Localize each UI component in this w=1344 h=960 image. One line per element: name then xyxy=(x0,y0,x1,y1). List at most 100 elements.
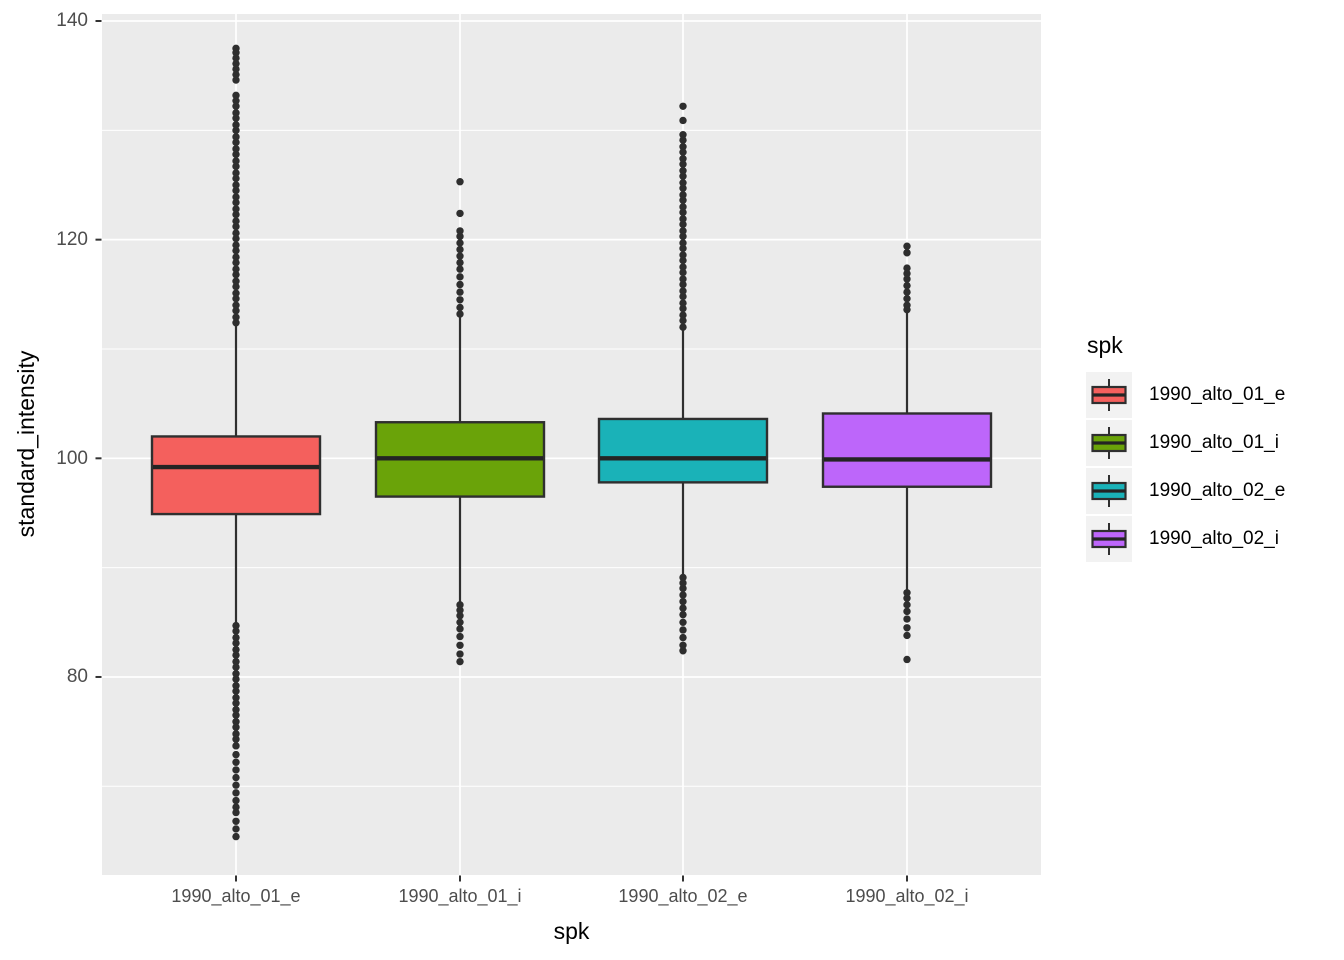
outlier-point xyxy=(679,116,687,125)
outlier-point xyxy=(232,669,240,678)
outlier-point xyxy=(232,150,240,159)
outlier-point xyxy=(232,193,240,201)
outlier-point xyxy=(232,162,240,171)
outlier-point xyxy=(232,633,240,642)
outlier-point xyxy=(232,234,240,243)
outlier-point xyxy=(232,621,240,630)
outlier-point xyxy=(679,143,687,151)
outlier-point xyxy=(679,280,687,289)
outlier-point xyxy=(903,589,911,597)
outlier-point xyxy=(679,304,687,313)
outlier-point xyxy=(232,217,240,225)
outlier-point xyxy=(232,59,240,68)
outlier-point xyxy=(456,232,464,241)
legend-title: spk xyxy=(1087,332,1123,358)
outlier-point xyxy=(232,246,240,255)
outlier-point xyxy=(232,109,240,117)
legend-item: 1990_alto_02_e xyxy=(1086,468,1336,514)
outlier-point xyxy=(456,265,464,273)
outlier-point xyxy=(679,172,687,180)
outlier-point xyxy=(679,633,687,642)
outlier-point xyxy=(456,252,464,260)
outlier-point xyxy=(679,227,687,235)
outlier-point xyxy=(456,245,464,254)
boxplot-group-1990_alto_01_i xyxy=(374,178,546,666)
legend-label: 1990_alto_02_e xyxy=(1149,480,1286,501)
outlier-point xyxy=(679,591,687,599)
outlier-point xyxy=(903,594,911,602)
outlier-point xyxy=(456,612,464,620)
outlier-point xyxy=(232,301,240,309)
y-tick-label-140: 140 xyxy=(56,10,88,31)
outlier-point xyxy=(679,647,687,655)
outlier-point xyxy=(679,191,687,199)
outlier-point xyxy=(903,294,911,303)
outlier-point xyxy=(232,265,240,273)
x-tick-label-2: 1990_alto_01_i xyxy=(398,886,522,906)
outlier-point xyxy=(903,631,911,640)
outlier-point xyxy=(456,178,464,186)
outlier-point xyxy=(679,148,687,156)
outlier-point xyxy=(232,222,240,231)
outlier-point xyxy=(456,280,464,289)
y-tick-label-80: 80 xyxy=(66,666,88,687)
outlier-point xyxy=(232,181,240,189)
x-tick-label-1: 1990_alto_01_e xyxy=(171,886,301,906)
outlier-point xyxy=(232,133,240,141)
outlier-point xyxy=(903,607,911,616)
outlier-point xyxy=(903,249,911,257)
y-tick-label-120: 120 xyxy=(56,229,88,250)
outlier-point xyxy=(232,699,240,707)
outlier-point xyxy=(232,294,240,303)
boxplot-group-1990_alto_02_i xyxy=(821,242,993,664)
outlier-point xyxy=(679,203,687,211)
box-rect xyxy=(821,412,993,488)
outlier-point xyxy=(903,264,911,272)
outlier-point xyxy=(232,803,240,811)
outlier-point xyxy=(232,289,240,297)
outlier-point xyxy=(232,97,240,105)
outlier-point xyxy=(232,138,240,147)
outlier-point xyxy=(232,307,240,315)
outlier-point xyxy=(232,627,240,635)
outlier-point xyxy=(679,160,687,168)
outlier-point xyxy=(232,169,240,177)
outlier-point xyxy=(232,258,240,267)
box-rect xyxy=(150,435,322,516)
outlier-point xyxy=(679,610,687,619)
outlier-point xyxy=(903,288,911,296)
legend-item: 1990_alto_02_i xyxy=(1086,516,1336,562)
outlier-point xyxy=(232,102,240,110)
legend-glyph-svg xyxy=(1091,475,1127,507)
outlier-point xyxy=(679,579,687,587)
outlier-point xyxy=(679,256,687,265)
outlier-point xyxy=(903,615,911,623)
outlier-point xyxy=(679,626,687,634)
outlier-point xyxy=(679,102,687,110)
outlier-point xyxy=(232,663,240,671)
legend-key-boxplot-glyph xyxy=(1086,516,1132,562)
outlier-point xyxy=(232,789,240,797)
legend: spk 1990_alto_01_e 1990_alto_01_i 1990_a… xyxy=(1086,332,1336,564)
legend-glyph-svg xyxy=(1091,379,1127,411)
boxplot-group-1990_alto_02_e xyxy=(597,102,769,655)
outlier-point xyxy=(679,323,687,331)
outlier-point xyxy=(232,277,240,285)
outlier-point xyxy=(232,210,240,219)
outlier-point xyxy=(903,275,911,283)
legend-key-boxplot-glyph xyxy=(1086,420,1132,466)
legend-glyph-svg xyxy=(1091,427,1127,459)
outlier-point xyxy=(232,758,240,766)
legend-label: 1990_alto_01_i xyxy=(1149,432,1279,453)
outlier-point xyxy=(679,584,687,593)
outlier-point xyxy=(456,310,464,318)
outlier-point xyxy=(903,305,911,314)
outlier-point xyxy=(232,319,240,327)
outlier-point xyxy=(232,114,240,123)
outlier-point xyxy=(679,131,687,139)
outlier-point xyxy=(456,258,464,267)
outlier-point xyxy=(232,157,240,165)
outlier-point xyxy=(232,808,240,817)
outlier-point xyxy=(232,186,240,195)
legend-glyph-svg xyxy=(1091,523,1127,555)
